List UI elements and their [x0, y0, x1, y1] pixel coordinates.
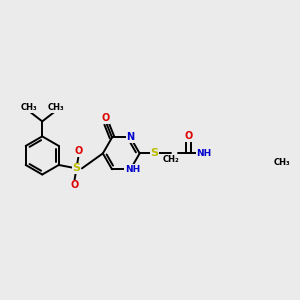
Text: O: O [101, 113, 110, 123]
Text: O: O [184, 131, 193, 141]
Text: CH₂: CH₂ [163, 155, 179, 164]
Text: NH: NH [196, 149, 211, 158]
Text: NH: NH [125, 165, 140, 174]
Text: CH₃: CH₃ [47, 103, 64, 112]
Text: S: S [151, 148, 159, 158]
Text: O: O [274, 158, 282, 168]
Text: CH₃: CH₃ [274, 158, 291, 167]
Text: S: S [73, 164, 80, 173]
Text: O: O [74, 146, 83, 156]
Text: CH₃: CH₃ [20, 103, 37, 112]
Text: O: O [70, 180, 79, 190]
Text: N: N [126, 133, 134, 142]
